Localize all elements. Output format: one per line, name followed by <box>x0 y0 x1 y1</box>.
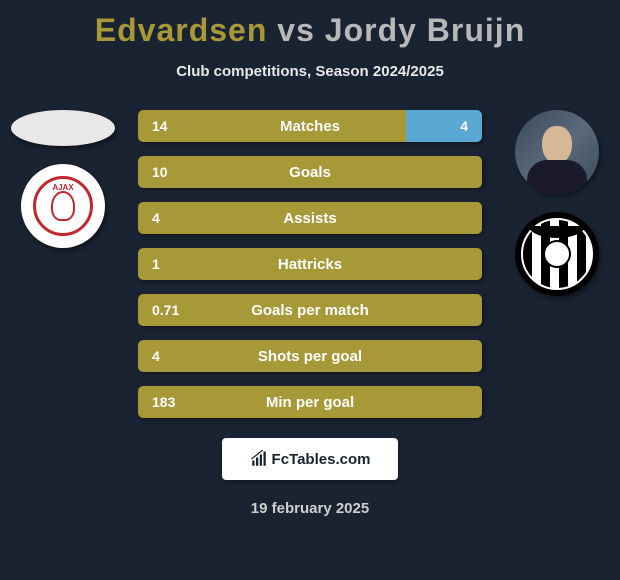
title-player1: Edvardsen <box>95 12 268 48</box>
stat-left-value: 4 <box>138 340 482 372</box>
heracles-logo-icon <box>515 212 599 296</box>
ajax-logo-icon <box>21 164 105 248</box>
stat-row: 183Min per goal <box>138 386 482 418</box>
date-text: 19 february 2025 <box>0 500 620 517</box>
stat-left-value: 4 <box>138 202 482 234</box>
left-badge-column <box>8 110 118 248</box>
brand-badge: FcTables.com <box>222 438 398 480</box>
stat-row: 0.71Goals per match <box>138 294 482 326</box>
right-badge-column <box>502 110 612 296</box>
brand-text: FcTables.com <box>272 451 371 468</box>
stat-left-value: 14 <box>138 110 406 142</box>
stat-bars: 144Matches 100Goals 40Assists 10Hattricks 0.… <box>138 110 482 418</box>
title-player2: Jordy Bruijn <box>325 12 525 48</box>
comparison-title: Edvardsen vs Jordy Bruijn <box>0 0 620 49</box>
stat-left-value: 10 <box>138 156 482 188</box>
stat-row: 144Matches <box>138 110 482 142</box>
stat-row: 10Hattricks <box>138 248 482 280</box>
subtitle: Club competitions, Season 2024/2025 <box>0 63 620 80</box>
chart-icon <box>250 450 268 468</box>
stat-left-value: 183 <box>138 386 482 418</box>
stat-row: 40Assists <box>138 202 482 234</box>
stat-left-value: 1 <box>138 248 482 280</box>
player1-avatar-placeholder <box>11 110 115 146</box>
player2-photo <box>515 110 599 194</box>
stat-row: 4Shots per goal <box>138 340 482 372</box>
title-vs: vs <box>277 12 315 48</box>
stat-row: 100Goals <box>138 156 482 188</box>
stat-right-value: 4 <box>406 110 482 142</box>
stat-left-value: 0.71 <box>138 294 482 326</box>
